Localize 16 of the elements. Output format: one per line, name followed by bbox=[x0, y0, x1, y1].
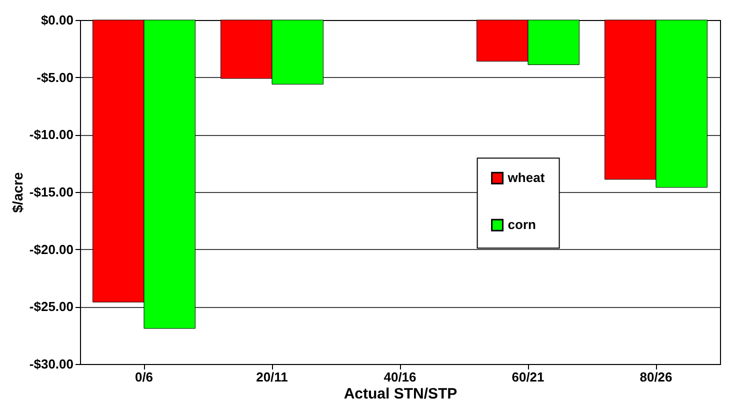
y-tick-label: -$20.00 bbox=[29, 242, 74, 257]
legend-label: wheat bbox=[506, 170, 546, 186]
x-tick-label: 60/21 bbox=[512, 370, 544, 384]
x-tick-label: 0/6 bbox=[134, 370, 154, 384]
y-tick-label: -$15.00 bbox=[29, 184, 74, 200]
y-tick-label: -$25.00 bbox=[29, 299, 74, 314]
y-tick-label: -$10.00 bbox=[29, 127, 74, 142]
x-tick-label: 40/16 bbox=[384, 370, 416, 384]
y-tick-label: $0.00 bbox=[40, 12, 74, 28]
y-tick-label: -$5.00 bbox=[36, 70, 74, 85]
legend-label: corn bbox=[508, 217, 536, 232]
y-axis-title: $/acre bbox=[9, 172, 26, 213]
x-tick-label: 80/26 bbox=[640, 370, 672, 384]
x-axis-title: Actual STN/STP bbox=[344, 386, 458, 402]
x-tick-label: 20/11 bbox=[256, 370, 288, 384]
y-tick-label: -$30.00 bbox=[29, 356, 74, 372]
